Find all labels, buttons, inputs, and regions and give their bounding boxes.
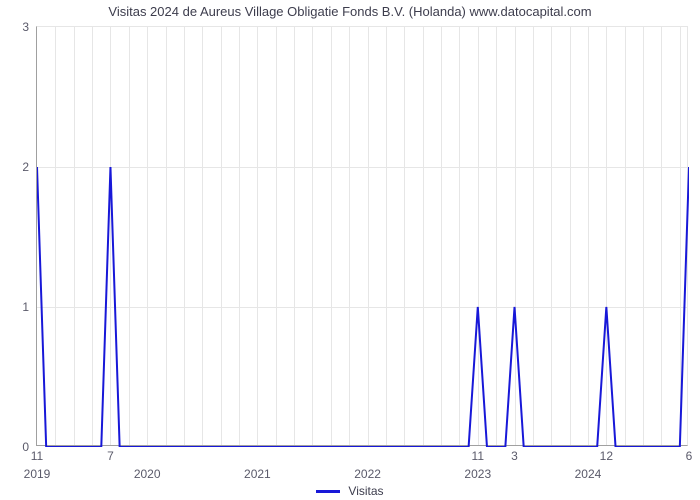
x-tick-label-minor: 7 (107, 449, 114, 463)
y-tick-label: 1 (22, 300, 29, 314)
x-tick-label-major: 2024 (575, 467, 602, 481)
chart-title: Visitas 2024 de Aureus Village Obligatie… (0, 4, 700, 19)
x-tick-label-major: 2023 (464, 467, 491, 481)
legend-label: Visitas (348, 484, 383, 498)
line-series (37, 27, 689, 447)
y-tick-label: 0 (22, 440, 29, 454)
x-tick-label-minor: 6 (686, 449, 693, 463)
x-tick-label-major: 2020 (134, 467, 161, 481)
plot-area-wrap: 0123201920202021202220232024117113126 (36, 26, 688, 446)
x-tick-label-major: 2022 (354, 467, 381, 481)
x-tick-label-minor: 3 (511, 449, 518, 463)
chart-container: Visitas 2024 de Aureus Village Obligatie… (0, 0, 700, 500)
x-tick-label-minor: 12 (600, 449, 613, 463)
plot-area: 0123201920202021202220232024117113126 (36, 26, 688, 446)
x-tick-label-major: 2019 (24, 467, 51, 481)
y-tick-label: 2 (22, 160, 29, 174)
legend-swatch (316, 490, 340, 493)
legend: Visitas (0, 484, 700, 498)
x-tick-label-major: 2021 (244, 467, 271, 481)
x-tick-label-minor: 11 (472, 449, 484, 463)
x-tick-label-minor: 11 (31, 449, 43, 463)
y-tick-label: 3 (22, 20, 29, 34)
